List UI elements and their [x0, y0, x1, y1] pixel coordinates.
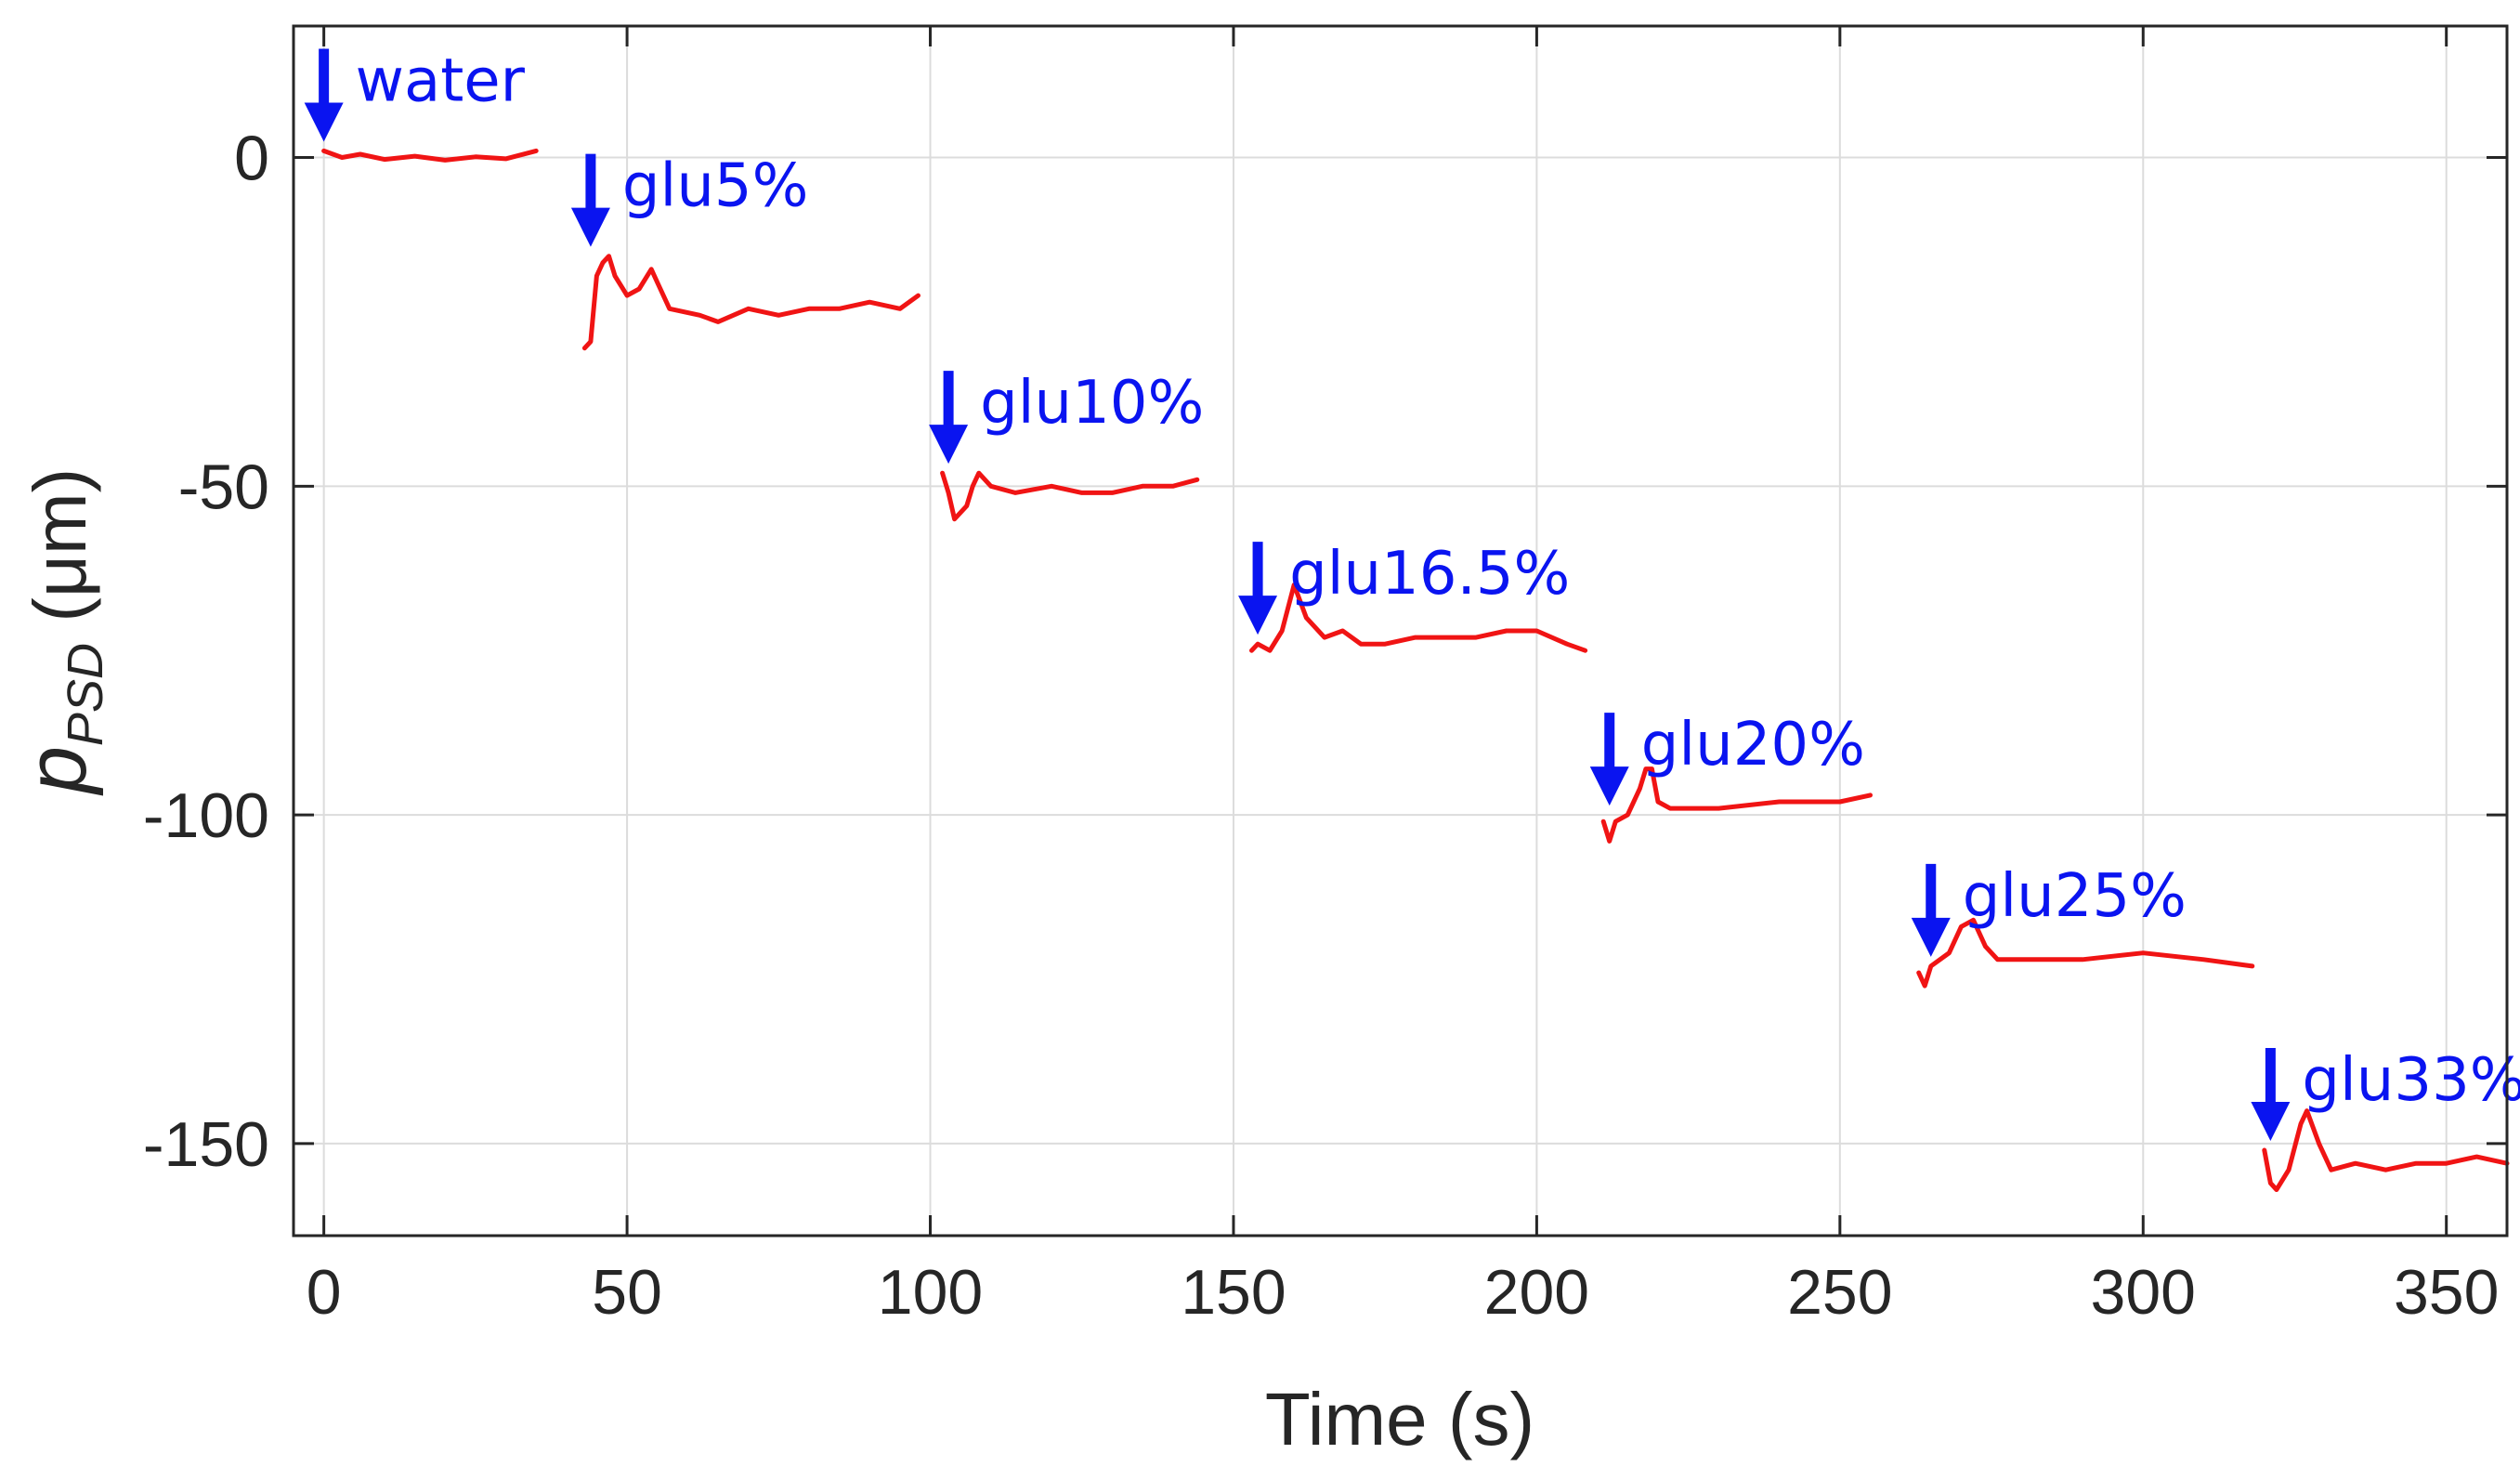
plot-area — [294, 26, 2507, 1236]
x-axis-title: Time (s) — [1265, 1378, 1534, 1460]
segment-label: glu10% — [980, 369, 1204, 438]
x-tick-label: 0 — [307, 1257, 342, 1328]
x-tick-label: 100 — [878, 1257, 983, 1328]
ticks: 0 50 100 150 200 250 300 350 0 -50 -100 -150 — [143, 26, 2507, 1328]
arrow-head — [2251, 1102, 2291, 1142]
x-tick-label: 50 — [592, 1257, 662, 1328]
svg-text:pPSD (μm): pPSD (μm) — [9, 468, 113, 796]
y-tick-label: -150 — [143, 1109, 269, 1180]
addition-arrow-icon — [304, 48, 344, 142]
series-line — [1600, 766, 1873, 844]
arrow-head — [570, 207, 610, 247]
y-tick-label: 0 — [234, 124, 269, 194]
addition-arrow-icon — [1238, 542, 1278, 635]
y-axis-subscript: PSD — [58, 643, 113, 746]
addition-arrow-icon — [570, 153, 610, 247]
x-tick-label: 150 — [1181, 1257, 1286, 1328]
x-tick-label: 250 — [1787, 1257, 1892, 1328]
y-tick-label: -100 — [143, 780, 269, 851]
arrow-head — [304, 102, 344, 142]
y-axis-title: pPSD (μm) — [9, 468, 113, 796]
x-tick-label: 350 — [2394, 1257, 2499, 1328]
addition-arrow-icon — [1911, 863, 1951, 957]
plot-frame — [292, 24, 2509, 1238]
arrow-head — [1911, 917, 1951, 957]
annotations: water glu5% glu10% glu16.5% glu20% glu25% glu3… — [304, 46, 2520, 1142]
series-line — [2262, 1108, 2510, 1192]
series-line — [1916, 917, 2255, 989]
segment-label: glu20% — [1641, 711, 1865, 779]
arrow-head — [1589, 766, 1629, 806]
addition-arrow-icon — [2251, 1048, 2291, 1142]
arrow-head — [1238, 596, 1278, 635]
series-line — [321, 148, 539, 163]
series — [321, 148, 2510, 1192]
y-tick-label: -50 — [178, 452, 269, 522]
addition-arrow-icon — [929, 371, 969, 465]
addition-arrow-icon — [1589, 713, 1629, 806]
y-axis-unit: (μm) — [19, 468, 101, 643]
segment-label: water — [356, 46, 526, 115]
series-line — [1249, 583, 1588, 653]
series-line — [581, 254, 921, 351]
segment-label: glu16.5% — [1289, 540, 1570, 609]
arrow-head — [929, 425, 969, 465]
x-tick-label: 200 — [1484, 1257, 1589, 1328]
segment-label: glu33% — [2302, 1046, 2520, 1115]
x-tick-label: 300 — [2091, 1257, 2196, 1328]
y-axis-symbol: p — [9, 746, 104, 796]
segment-label: glu5% — [622, 152, 809, 221]
segment-label: glu25% — [1963, 862, 2187, 931]
series-line — [940, 470, 1200, 522]
grid — [294, 26, 2507, 1236]
